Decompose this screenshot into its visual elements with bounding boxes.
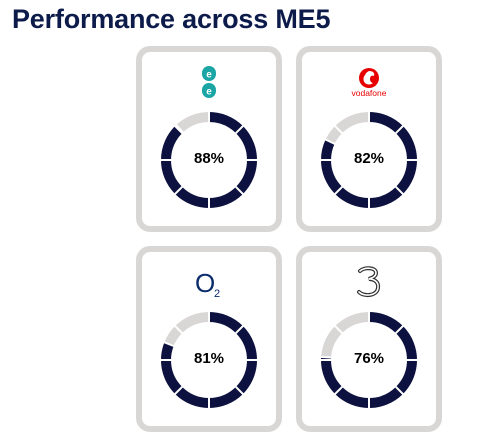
percent-label-vodafone: 82% [353,150,385,167]
operator-card-vodafone: vodafone 82% [296,46,442,232]
vodafone-wordmark: vodafone [352,88,387,98]
percent-label-o2: 81% [193,350,225,367]
donut-segment-divider [333,385,344,396]
percent-label-three: 76% [353,350,385,367]
donut-segment-divider [173,185,184,196]
svg-text:O: O [195,268,215,298]
three-icon [357,266,381,298]
donut-value-end-divider [163,341,175,348]
vodafone-speechmark-icon: vodafone [352,68,387,98]
donut-segment-divider [333,124,344,135]
donut-segment-divider [234,324,245,335]
o2-logo: O 2 [142,266,276,300]
ee-logo: e e [142,66,276,100]
donut-segment-divider [173,324,184,335]
donut-segment-divider [394,124,405,135]
donut-value-end-divider [174,123,185,134]
donut-segment-divider [234,124,245,135]
donut-chart-ee [160,111,258,209]
donut-segment-divider [173,385,184,396]
operator-card-three: 76% [296,246,442,432]
svg-text:e: e [206,87,212,98]
donut-segment-divider [333,185,344,196]
ee-icon: e e [202,66,216,98]
vodafone-logo: vodafone [302,66,436,100]
donut-chart-three [320,311,418,409]
three-logo [302,266,436,300]
o2-icon: O 2 [195,268,220,300]
percent-label-ee: 88% [193,150,225,167]
svg-text:e: e [206,70,212,81]
donut-segment-divider [234,185,245,196]
donut-chart-vodafone [320,111,418,209]
donut-chart-o2 [160,311,258,409]
donut-segment-divider [234,385,245,396]
donut-segment-divider [394,324,405,335]
page-title: Performance across ME5 [12,4,331,34]
donut-segment-divider [394,185,405,196]
donut-segment-divider [333,324,344,335]
donut-value-end-divider [320,355,333,359]
operator-card-o2: O 2 81% [136,246,282,432]
donut-segment-divider [394,385,405,396]
donut-segment-divider [173,124,184,135]
donut-value-end-divider [324,138,336,146]
operator-card-ee: e e 88% [136,46,282,232]
svg-text:2: 2 [214,288,220,300]
